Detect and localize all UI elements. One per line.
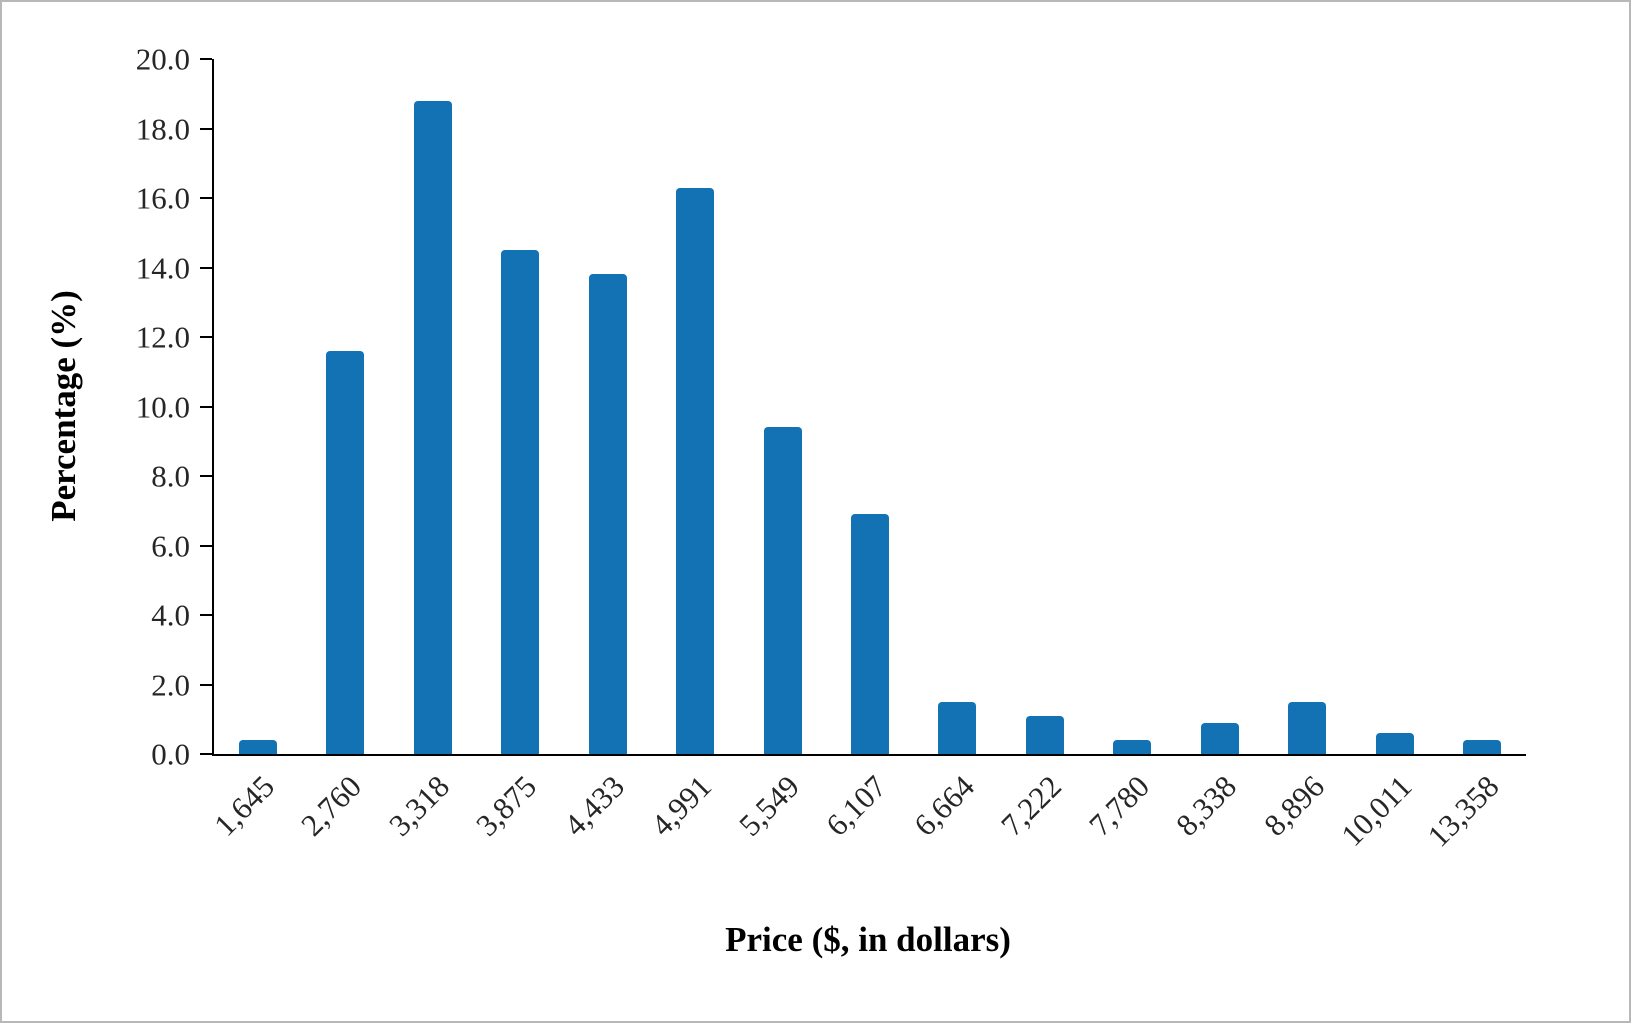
y-tick-mark: [200, 614, 212, 616]
x-axis-title: Price ($, in dollars): [725, 920, 1011, 959]
y-tick-label: 14.0: [135, 250, 190, 285]
y-tick-mark: [200, 336, 212, 338]
x-tick-label: 7,780: [1081, 768, 1156, 843]
x-axis-labels: 1,645 2,760 3,318 3,875 4,433 4,991 5,549 6,107…: [207, 754, 1526, 904]
x-tick-label: 4,433: [556, 768, 631, 843]
bar: [938, 701, 977, 754]
y-tick-label: 16.0: [135, 180, 190, 216]
bar: [1375, 733, 1414, 754]
bar: [238, 740, 277, 754]
bar: [1288, 701, 1327, 754]
y-tick-mark: [200, 58, 212, 60]
bar: [1025, 715, 1064, 754]
x-tick-label: 1,645: [206, 768, 282, 843]
x-tick-label: 3,318: [381, 768, 457, 843]
x-tick-label: 10,011: [1333, 768, 1419, 853]
y-tick-label: 6.0: [151, 528, 190, 563]
y-tick-mark: [200, 683, 212, 686]
y-axis-ticks: 0.0 2.0 4.0 6.0 8.0 10.0 12.0 14.0 16.0 18.0 20.0: [136, 44, 1526, 770]
y-tick-mark: [200, 475, 212, 477]
y-tick-mark: [200, 405, 212, 408]
y-tick-label: 2.0: [151, 667, 190, 702]
bar: [326, 350, 365, 754]
plot-area: 0.0 2.0 4.0 6.0 8.0 10.0 12.0 14.0 16.0 18.0 20.0 …: [136, 44, 1526, 854]
bar: [763, 427, 802, 754]
y-tick-mark: [200, 753, 212, 755]
x-tick-label: 6,107: [819, 768, 894, 843]
bars-container: [214, 59, 1526, 754]
bar: [851, 514, 889, 754]
bar: [676, 187, 715, 754]
y-tick-label: 0.0: [151, 736, 190, 772]
bar: [413, 100, 452, 754]
bar: [501, 250, 540, 754]
x-tick-label: 7,222: [994, 768, 1069, 843]
x-tick-label: 8,896: [1256, 768, 1331, 843]
x-tick-label: 5,549: [731, 768, 806, 843]
y-tick-label: 10.0: [135, 389, 190, 424]
bar: [1113, 740, 1152, 754]
x-tick-label: 3,875: [469, 768, 544, 843]
bar: [1463, 740, 1502, 754]
x-tick-label: 6,664: [906, 768, 981, 843]
x-tick-label: 8,338: [1169, 768, 1244, 843]
x-tick-label: 13,358: [1420, 768, 1506, 854]
x-tick-label: 4,991: [644, 768, 719, 843]
y-tick-label: 20.0: [135, 41, 190, 77]
y-tick-label: 4.0: [151, 597, 190, 633]
y-tick-mark: [200, 197, 212, 199]
bar: [1200, 722, 1239, 754]
x-tick-label: 2,760: [294, 768, 369, 843]
y-tick-label: 18.0: [135, 111, 190, 146]
y-tick-mark: [200, 127, 212, 130]
y-axis-title: Percentage (%): [44, 290, 83, 522]
y-tick-mark: [200, 266, 212, 269]
bar: [588, 274, 627, 754]
y-tick-mark: [200, 544, 212, 547]
y-tick-label: 12.0: [135, 319, 190, 355]
y-tick-label: 8.0: [151, 458, 190, 494]
